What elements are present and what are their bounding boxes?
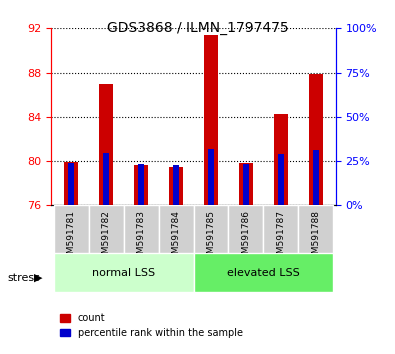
Bar	[204, 35, 218, 205]
FancyBboxPatch shape	[194, 205, 228, 253]
Bar	[278, 154, 284, 205]
Bar	[64, 162, 78, 205]
Legend: count, percentile rank within the sample: count, percentile rank within the sample	[56, 309, 246, 342]
Bar	[134, 166, 148, 205]
FancyBboxPatch shape	[54, 205, 89, 253]
FancyBboxPatch shape	[298, 205, 333, 253]
Bar	[103, 153, 109, 205]
FancyBboxPatch shape	[124, 205, 159, 253]
Text: GSM591786: GSM591786	[241, 210, 250, 265]
Bar	[138, 164, 144, 205]
Bar	[68, 163, 74, 205]
Text: elevated LSS: elevated LSS	[227, 268, 300, 278]
Bar	[243, 164, 249, 205]
Bar	[169, 167, 183, 205]
Text: GSM591784: GSM591784	[171, 210, 181, 265]
Text: normal LSS: normal LSS	[92, 268, 155, 278]
FancyBboxPatch shape	[159, 205, 194, 253]
Bar	[208, 149, 214, 205]
Text: GSM591783: GSM591783	[137, 210, 146, 265]
Text: GSM591782: GSM591782	[102, 210, 111, 265]
Text: GSM591788: GSM591788	[311, 210, 320, 265]
Text: GSM591785: GSM591785	[207, 210, 216, 265]
Text: GSM591781: GSM591781	[67, 210, 76, 265]
Text: GSM591787: GSM591787	[276, 210, 286, 265]
FancyBboxPatch shape	[228, 205, 263, 253]
FancyBboxPatch shape	[194, 253, 333, 292]
Bar	[313, 150, 319, 205]
Bar	[239, 163, 253, 205]
Text: stress: stress	[8, 273, 41, 283]
Bar	[274, 114, 288, 205]
FancyBboxPatch shape	[89, 205, 124, 253]
FancyBboxPatch shape	[54, 253, 194, 292]
FancyBboxPatch shape	[263, 205, 298, 253]
Bar	[173, 166, 179, 205]
Bar	[99, 84, 113, 205]
Text: ▶: ▶	[34, 273, 42, 283]
Text: GDS3868 / ILMN_1797475: GDS3868 / ILMN_1797475	[107, 21, 288, 35]
Bar	[309, 74, 323, 205]
